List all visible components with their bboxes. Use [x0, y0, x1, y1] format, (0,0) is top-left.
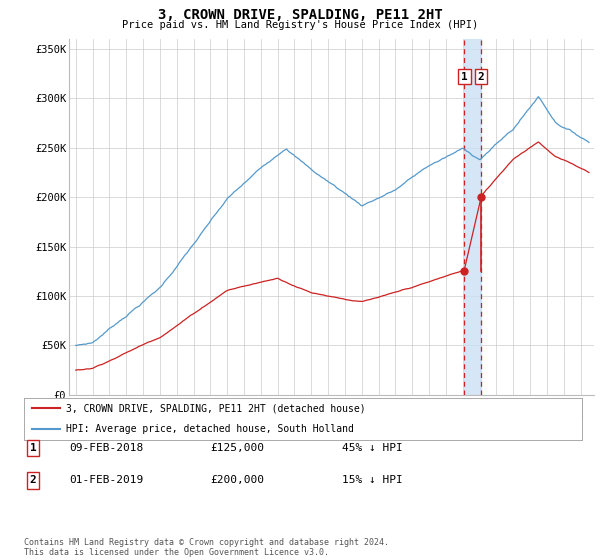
Text: £125,000: £125,000: [210, 443, 264, 453]
Text: 45% ↓ HPI: 45% ↓ HPI: [342, 443, 403, 453]
Text: 01-FEB-2019: 01-FEB-2019: [69, 475, 143, 486]
Text: £200,000: £200,000: [210, 475, 264, 486]
Text: 3, CROWN DRIVE, SPALDING, PE11 2HT (detached house): 3, CROWN DRIVE, SPALDING, PE11 2HT (deta…: [66, 403, 365, 413]
Text: 1: 1: [461, 72, 468, 82]
Text: 3, CROWN DRIVE, SPALDING, PE11 2HT: 3, CROWN DRIVE, SPALDING, PE11 2HT: [158, 8, 442, 22]
Text: 2: 2: [478, 72, 484, 82]
Text: HPI: Average price, detached house, South Holland: HPI: Average price, detached house, Sout…: [66, 424, 354, 434]
Text: Contains HM Land Registry data © Crown copyright and database right 2024.
This d: Contains HM Land Registry data © Crown c…: [24, 538, 389, 557]
Text: 2: 2: [29, 475, 37, 486]
Text: 15% ↓ HPI: 15% ↓ HPI: [342, 475, 403, 486]
Text: 1: 1: [29, 443, 37, 453]
Text: 09-FEB-2018: 09-FEB-2018: [69, 443, 143, 453]
Bar: [464, 39, 481, 395]
Text: Price paid vs. HM Land Registry's House Price Index (HPI): Price paid vs. HM Land Registry's House …: [122, 20, 478, 30]
